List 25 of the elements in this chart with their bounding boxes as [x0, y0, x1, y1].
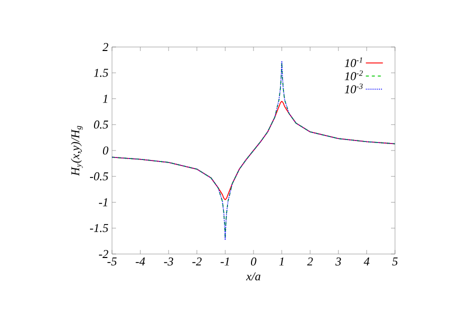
- y-tick-label: 1: [102, 94, 108, 103]
- x-tick-label: -4: [136, 258, 146, 266]
- y-tick-label: 0.5: [94, 120, 108, 129]
- y-tick-label: -0.5: [90, 172, 108, 180]
- x-tick-label: -1: [220, 258, 229, 266]
- x-tick-label: 4: [364, 258, 370, 266]
- legend-label: 10$^{-1}$: [344, 57, 362, 68]
- x-tick-label: 5: [392, 258, 398, 266]
- y-tick-label: 2: [102, 43, 108, 51]
- y-axis-title: H$_{y}$(x,y)/H$_{g}$: [70, 126, 83, 176]
- y-tick-label: 0: [102, 146, 108, 155]
- x-tick-label: -5: [107, 258, 117, 266]
- y-tick-label: -1.5: [90, 224, 108, 232]
- x-tick-label: 3: [335, 258, 341, 266]
- legend-label: 10$^{-2}$: [344, 70, 363, 80]
- x-axis-title: x/a: [246, 272, 260, 280]
- y-tick-label: 1.5: [94, 68, 108, 77]
- x-tick-label: 0: [250, 258, 256, 266]
- y-tick-label: -2: [98, 250, 108, 258]
- x-tick-label: 1: [279, 258, 284, 266]
- x-tick-label: -2: [192, 258, 202, 266]
- legend-label: 10$^{-3}$: [344, 84, 363, 94]
- x-tick-label: -3: [164, 258, 174, 266]
- x-tick-label: 2: [307, 258, 313, 266]
- y-tick-label: -1: [98, 198, 108, 206]
